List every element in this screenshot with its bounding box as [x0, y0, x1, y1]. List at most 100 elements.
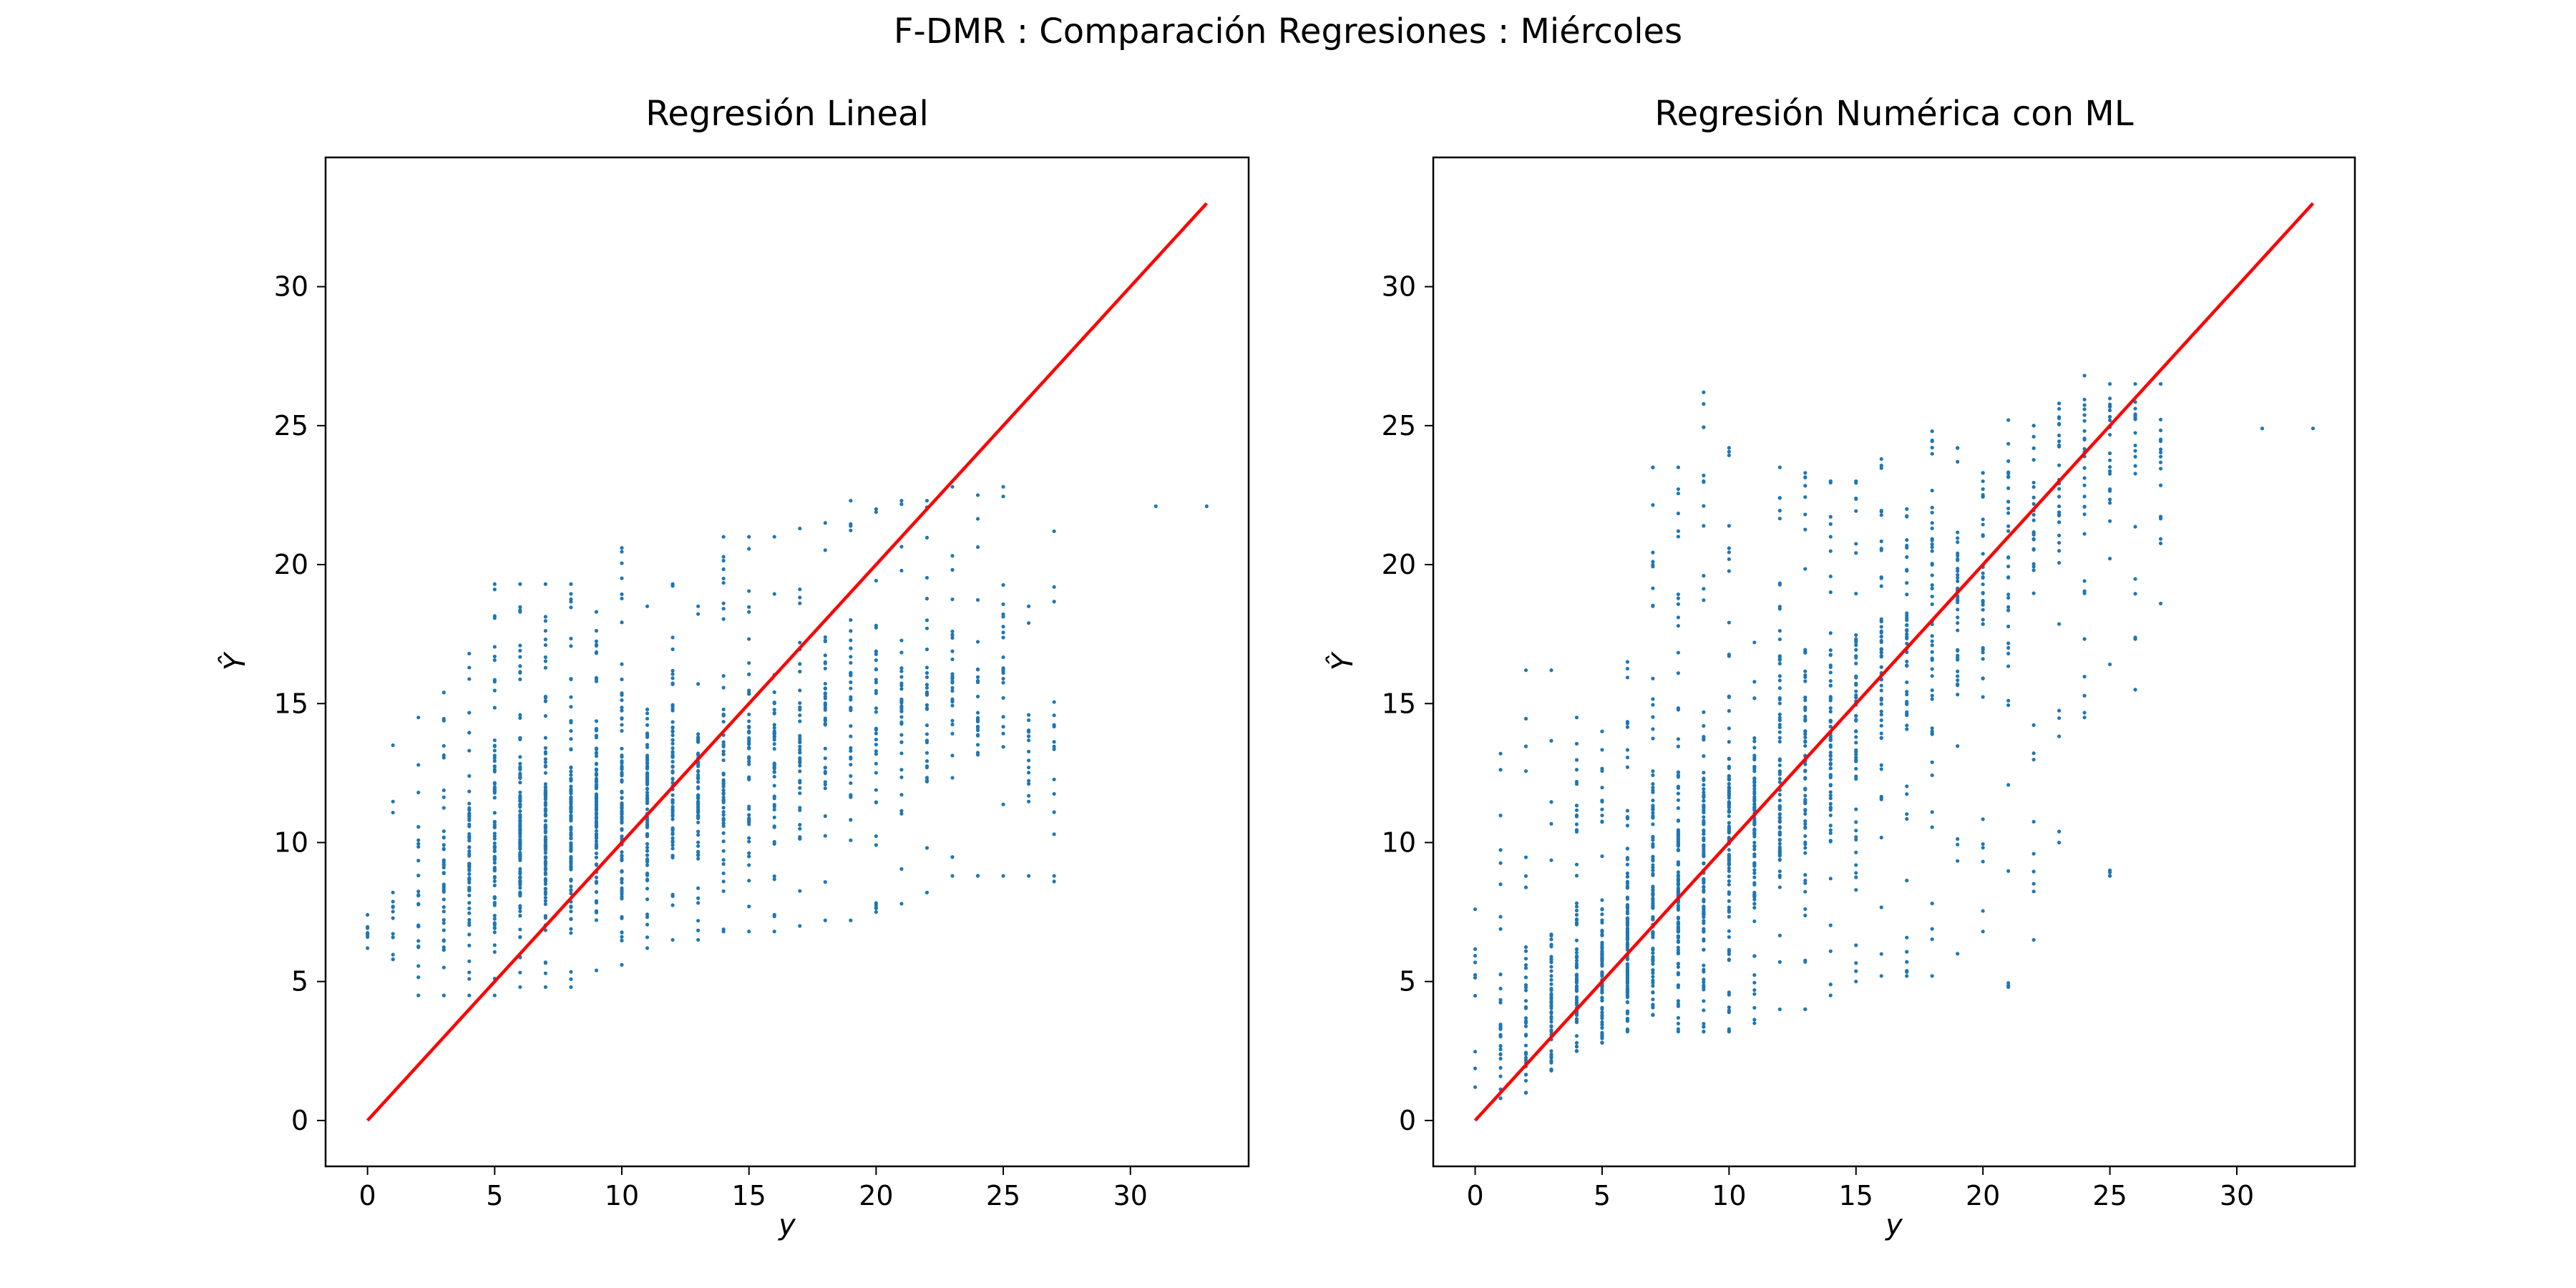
scatter-point — [1752, 786, 1757, 791]
scatter-point — [849, 697, 853, 701]
scatter-point — [950, 679, 955, 683]
scatter-point — [594, 899, 599, 903]
scatter-point — [645, 863, 650, 867]
scatter-point — [1473, 1050, 1478, 1054]
scatter-point — [1600, 955, 1604, 960]
scatter-point — [492, 645, 497, 649]
scatter-point — [1676, 962, 1681, 966]
scatter-point — [721, 707, 726, 712]
scatter-point — [2082, 407, 2087, 411]
scatter-point — [1676, 1021, 1681, 1026]
scatter-point — [1702, 980, 1706, 985]
scatter-point — [696, 612, 701, 616]
scatter-point — [1676, 491, 1681, 496]
scatter-point — [1981, 552, 1985, 556]
scatter-point — [924, 670, 930, 675]
scatter-point — [518, 716, 522, 720]
x-tick-label: 20 — [859, 1180, 893, 1211]
scatter-points — [366, 484, 1209, 997]
scatter-point — [1052, 600, 1056, 604]
scatter-point — [1930, 937, 1934, 942]
scatter-point — [1549, 738, 1553, 743]
scatter-point — [2082, 476, 2087, 480]
scatter-point — [492, 781, 497, 785]
scatter-point — [1600, 962, 1604, 967]
scatter-point — [1777, 725, 1782, 730]
scatter-point — [2006, 645, 2011, 650]
scatter-point — [1727, 824, 1731, 829]
scatter-point — [492, 811, 497, 815]
scatter-point — [899, 707, 904, 711]
scatter-point — [1828, 923, 1833, 927]
scatter-point — [645, 778, 650, 782]
scatter-point — [416, 859, 421, 863]
scatter-point — [899, 722, 904, 726]
scatter-point — [975, 517, 980, 521]
scatter-point — [1498, 1096, 1503, 1101]
scatter-point — [899, 740, 904, 744]
x-tick-label: 0 — [1466, 1180, 1483, 1211]
scatter-point — [1777, 701, 1782, 706]
scatter-point — [1777, 858, 1782, 862]
scatter-point — [798, 688, 802, 693]
scatter-point — [441, 884, 446, 889]
y-tick-label: 5 — [1399, 966, 1416, 997]
scatter-point — [2006, 575, 2011, 580]
scatter-point — [874, 710, 878, 714]
scatter-point — [1803, 669, 1807, 673]
scatter-point — [1549, 800, 1553, 804]
y-tick-label: 25 — [1382, 410, 1416, 441]
scatter-point — [747, 547, 751, 551]
scatter-point — [569, 931, 573, 935]
scatter-point — [1676, 832, 1681, 836]
scatter-point — [1676, 465, 1681, 469]
scatter-point — [492, 820, 497, 824]
scatter-point — [747, 589, 751, 593]
scatter-point — [620, 693, 624, 697]
scatter-point — [620, 886, 624, 890]
scatter-point — [2006, 595, 2011, 600]
scatter-point — [874, 834, 878, 839]
scatter-point — [1676, 487, 1681, 492]
scatter-point — [2158, 428, 2163, 433]
scatter-point — [798, 751, 802, 755]
scatter-point — [849, 708, 853, 713]
scatter-point — [1727, 756, 1731, 761]
scatter-point — [1625, 809, 1630, 813]
scatter-point — [1600, 1007, 1604, 1011]
scatter-point — [2031, 562, 2036, 566]
scatter-point — [1752, 806, 1757, 810]
scatter-point — [620, 761, 624, 765]
scatter-point — [543, 760, 547, 764]
scatter-point — [1625, 666, 1630, 671]
scatter-point — [492, 753, 497, 758]
scatter-point — [1676, 883, 1681, 887]
scatter-point — [1727, 453, 1731, 457]
scatter-point — [1854, 776, 1858, 781]
scatter-point — [1803, 811, 1807, 816]
scatter-point — [2006, 592, 2011, 597]
scatter-point — [2006, 529, 2011, 533]
scatter-point — [1574, 1034, 1579, 1038]
scatter-point — [518, 839, 522, 843]
scatter-point — [670, 798, 675, 802]
scatter-point — [670, 759, 675, 764]
scatter-point — [467, 774, 472, 779]
scatter-point — [1498, 1047, 1503, 1051]
scatter-point — [594, 862, 599, 867]
scatter-point — [1727, 862, 1731, 867]
scatter-point — [1879, 718, 1883, 723]
scatter-point — [1702, 783, 1706, 787]
figure-suptitle: F-DMR : Comparación Regresiones : Miérco… — [894, 11, 1682, 52]
scatter-point — [620, 892, 624, 896]
scatter-point — [899, 775, 904, 779]
scatter-point — [1600, 970, 1604, 975]
scatter-point — [950, 672, 955, 676]
scatter-point — [1702, 799, 1706, 803]
scatter-point — [441, 889, 446, 894]
scatter-point — [2006, 651, 2011, 655]
y-axis-label: Ŷ — [1324, 650, 1360, 670]
scatter-point — [1879, 736, 1883, 741]
scatter-point — [2082, 693, 2087, 698]
scatter-point — [2107, 868, 2112, 872]
